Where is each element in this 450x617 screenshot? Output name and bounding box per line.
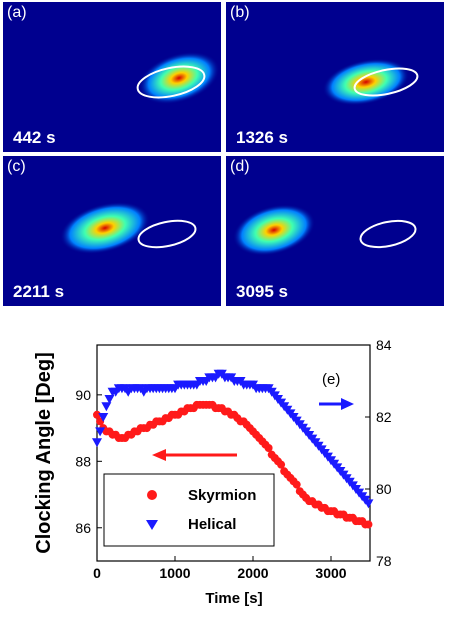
x-tick-label: 0	[93, 565, 101, 581]
reference-ellipse	[137, 219, 197, 249]
panel-label: (a)	[7, 4, 27, 21]
reference-ellipse	[353, 67, 419, 97]
data-point	[364, 520, 373, 529]
clocking-angle-chart: 86 88 90 78 80 82 84 0 1000 2000 3000 (e) Skyrmi…	[33, 337, 392, 607]
panel-time: 1326 s	[236, 128, 288, 147]
panel-d: (d) 3095 s	[226, 156, 444, 306]
left-axis-arrow	[152, 449, 237, 461]
legend-marker-helical	[146, 520, 158, 530]
reference-ellipse	[136, 65, 206, 99]
panel-label: (b)	[230, 4, 250, 21]
legend-marker-skyrmion	[147, 490, 157, 500]
legend-label-helical: Helical	[188, 516, 236, 533]
right-axis-arrow	[319, 398, 354, 410]
data-point	[101, 402, 112, 412]
x-axis-label: Time [s]	[205, 590, 262, 607]
series-helical	[92, 369, 374, 509]
panel-time: 2211 s	[13, 282, 65, 301]
intensity-blob	[138, 51, 220, 105]
data-point	[98, 413, 109, 422]
panel-time: 3095 s	[236, 282, 288, 301]
data-point	[363, 499, 374, 509]
intensity-map	[60, 201, 197, 255]
legend: Skyrmion Helical	[103, 473, 275, 547]
panel-label-e: (e)	[322, 371, 340, 388]
x-tick-label: 1000	[159, 565, 190, 581]
intensity-blob	[322, 58, 410, 106]
panel-time: 442 s	[13, 128, 56, 147]
y-right-tick-label: 84	[376, 337, 392, 353]
intensity-map	[232, 204, 417, 256]
plot-frame	[96, 344, 371, 562]
legend-label-skyrmion: Skyrmion	[188, 487, 256, 504]
y-left-tick-label: 90	[75, 387, 91, 403]
intensity-blob	[60, 201, 150, 255]
data-point	[93, 410, 101, 419]
data-point	[292, 480, 301, 489]
x-tick-label: 2000	[237, 565, 268, 581]
intensity-map	[136, 51, 220, 105]
intensity-blob	[232, 204, 316, 256]
data-point	[95, 427, 106, 437]
series-skyrmion	[93, 400, 373, 529]
data-point	[264, 444, 273, 453]
data-point	[104, 395, 115, 404]
panel-a: (a) 442 s	[3, 2, 221, 152]
panel-label: (d)	[230, 158, 250, 175]
panel-c: (c) 2211 s	[3, 156, 221, 306]
y-right-tick-label: 78	[376, 553, 392, 569]
y-right-tick-label: 82	[376, 409, 392, 425]
y-right-tick-label: 80	[376, 481, 392, 497]
y-axis-label: Clocking Angle [Deg]	[33, 352, 55, 553]
intensity-map	[322, 58, 419, 106]
panel-label: (c)	[7, 158, 26, 175]
y-left-tick-label: 88	[75, 453, 91, 469]
data-point	[92, 438, 102, 448]
reference-ellipse	[359, 219, 417, 249]
y-left-tick-label: 86	[75, 520, 91, 536]
panel-b: (b) 1326 s	[226, 2, 444, 152]
x-tick-label: 3000	[315, 565, 346, 581]
data-point	[277, 460, 286, 469]
